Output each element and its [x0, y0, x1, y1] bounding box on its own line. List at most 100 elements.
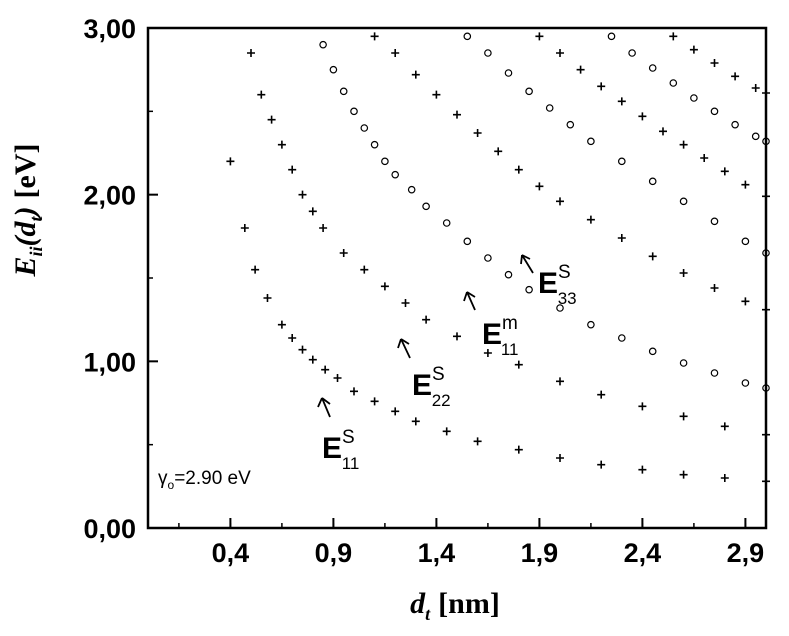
data-point-plus [263, 294, 272, 302]
data-point-plus [308, 355, 317, 364]
data-point-plus [762, 305, 770, 314]
y-axis-title-arg-close: ) [9, 206, 42, 219]
x-tick-label: 1,9 [521, 538, 559, 568]
gamma-symbol: γ [158, 468, 168, 489]
y-axis-title-arg-sub: t [26, 215, 46, 221]
data-point-plus [432, 90, 441, 99]
annotation-e33s-sub: 33 [558, 289, 577, 308]
data-point-plus [442, 427, 451, 436]
annotation-arrow-e11s [317, 397, 331, 418]
data-point-circle [669, 79, 678, 87]
y-tick-label: 1,00 [83, 347, 136, 377]
y-axis-title: Eii(dt) [eV] [9, 143, 46, 277]
data-point-plus [401, 299, 410, 307]
annotation-e33s-sup: S [558, 262, 571, 283]
data-point-circle [525, 285, 533, 294]
data-point-circle [556, 304, 564, 312]
data-point-circle [762, 137, 770, 146]
data-point-plus [679, 140, 688, 149]
x-tick-label: 0,9 [315, 538, 353, 568]
y-tick-label: 3,00 [83, 14, 136, 44]
data-point-plus [321, 365, 330, 374]
x-tick-label: 0,4 [212, 538, 250, 568]
data-point-circle [607, 32, 616, 41]
data-point-plus [648, 252, 657, 261]
data-point-plus [751, 84, 760, 92]
data-point-plus [762, 430, 770, 439]
data-point-plus [576, 65, 585, 74]
data-point-circle [339, 87, 348, 96]
y-axis-title-sub: ii [26, 246, 46, 256]
data-point-plus [741, 180, 750, 189]
data-point-plus [731, 72, 740, 81]
annotation-e11m-sup: m [502, 313, 518, 334]
data-point-circle [463, 32, 472, 41]
annotation-e22s: ES 22 [412, 364, 451, 410]
data-point-plus [535, 32, 544, 41]
data-point-plus [298, 345, 307, 354]
data-point-plus [638, 112, 647, 121]
data-point-circle [525, 87, 533, 96]
data-point-circle [741, 237, 750, 246]
data-point-plus [514, 360, 523, 369]
data-point-plus [617, 234, 626, 242]
data-point-circle [648, 347, 657, 356]
data-point-circle [545, 104, 554, 112]
annotation-e22s-main: E [412, 369, 432, 402]
annotation-e22s-sub: 22 [432, 391, 451, 410]
data-point-plus [319, 224, 328, 232]
data-point-plus [669, 32, 678, 41]
data-point-circle [484, 254, 492, 262]
annotation-e11s-sup: S [342, 427, 355, 448]
data-point-circle [484, 49, 492, 57]
data-point-circle [690, 94, 698, 102]
data-point-circle [710, 369, 719, 377]
data-point-plus [514, 165, 523, 174]
data-point-plus [720, 474, 729, 482]
data-point-plus [556, 377, 564, 386]
annotation-e33s-main: E [538, 267, 558, 300]
annotation-e11m: Em 11 [482, 313, 519, 359]
data-point-circle [731, 120, 739, 129]
data-point-plus [659, 127, 667, 136]
data-point-plus [247, 49, 255, 57]
data-point-circle [504, 270, 513, 279]
y-axis-title-unit: [eV] [9, 143, 42, 198]
data-point-circle [762, 384, 770, 392]
x-axis-title: dt [nm] [410, 587, 500, 624]
ticks-layer: 0,4 0,9 1,4 1,9 2,4 2,9 0,00 1,00 2,00 3,00 [83, 14, 764, 568]
annotation-e22s-sup: S [432, 364, 445, 385]
data-point-plus [380, 282, 389, 291]
data-point-circle [350, 107, 358, 116]
data-point-circle [566, 120, 575, 129]
x-tick-label: 1,4 [418, 538, 456, 568]
data-point-plus [411, 417, 420, 426]
data-point-plus [360, 265, 369, 274]
data-point-circle [360, 124, 369, 132]
points-layer [226, 32, 770, 486]
x-axis-title-sub: t [425, 604, 431, 624]
data-point-circle [319, 40, 327, 49]
plot-frame [146, 26, 768, 530]
data-point-plus [257, 90, 266, 99]
data-point-circle [587, 137, 595, 146]
data-point-circle [587, 320, 595, 329]
data-point-plus [514, 445, 523, 454]
data-point-plus [277, 140, 286, 149]
data-point-plus [453, 332, 461, 341]
data-point-plus [586, 215, 595, 224]
annotation-arrow-e22s [397, 338, 411, 359]
x-tick-label: 2,9 [727, 538, 765, 568]
data-point-plus [710, 284, 719, 292]
y-axis-title-arg-open: (d [9, 220, 42, 246]
data-point-plus [700, 154, 709, 162]
data-point-circle [329, 65, 338, 74]
data-point-plus [741, 297, 750, 306]
gamma-value: =2.90 eV [174, 468, 251, 489]
annotation-e11m-main: E [482, 318, 502, 351]
y-tick-label: 2,00 [83, 181, 136, 211]
data-point-plus [411, 70, 420, 79]
data-point-plus [679, 470, 688, 479]
data-point-plus [494, 147, 503, 156]
